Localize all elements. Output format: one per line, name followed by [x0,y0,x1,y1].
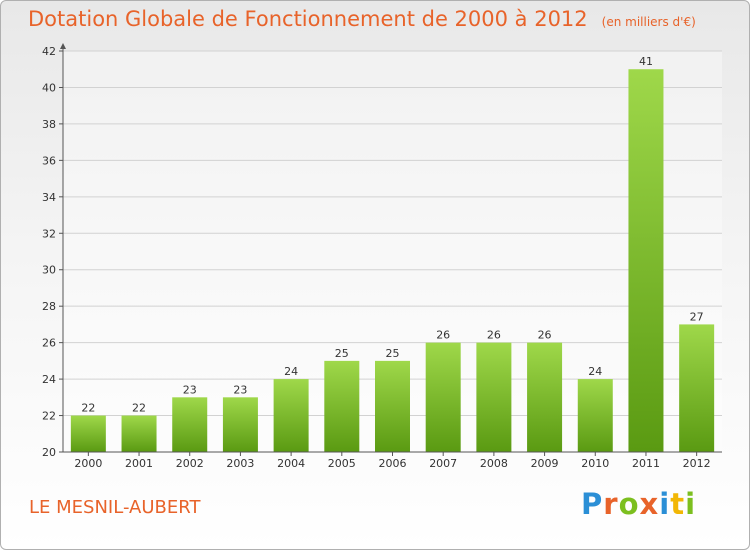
bar-value-label: 22 [132,402,146,415]
x-tick-label: 2012 [683,457,711,470]
y-tick-label: 20 [42,446,56,459]
y-tick-label: 26 [42,337,56,350]
bar [679,324,715,452]
y-tick-label: 38 [42,118,56,131]
bars: 22 22 23 23 24 25 25 26 26 26 24 41 27 [70,55,715,453]
x-tick-label: 2009 [531,457,559,470]
title-text: Dotation Globale de Fonctionnement de 20… [28,7,588,31]
x-tick-label: 2000 [74,457,102,470]
x-tick-label: 2005 [328,457,356,470]
y-tick-label: 40 [42,81,56,94]
bar-value-label: 24 [588,365,602,378]
y-tick-label: 30 [42,264,56,277]
y-axis-arrow [60,43,66,49]
bar-value-label: 25 [335,347,349,360]
bar [375,360,410,452]
bar-value-label: 26 [436,329,450,342]
bar-value-label: 41 [639,55,653,68]
bar [628,69,664,453]
bar-value-label: 27 [690,310,704,323]
bar-value-label: 23 [233,383,247,396]
y-tick-label: 34 [42,191,56,204]
x-tick-label: 2002 [176,457,204,470]
unit-label: (en milliers d'€) [601,15,696,29]
bar-value-label: 25 [386,347,400,360]
bar-value-label: 26 [538,329,552,342]
bar [172,397,208,452]
y-tick-label: 24 [42,373,56,386]
y-tick-label: 28 [42,300,56,313]
bar-value-label: 26 [487,329,501,342]
bar [273,379,309,452]
bar [222,397,258,452]
x-tick-label: 2010 [581,457,609,470]
commune-name: LE MESNIL-AUBERT [29,497,201,518]
x-tick-label: 2007 [429,457,457,470]
chart-title: Dotation Globale de Fonctionnement de 20… [28,7,696,31]
x-tick-label: 2006 [379,457,407,470]
bar-value-label: 24 [284,365,298,378]
bar [577,379,613,452]
y-tick-label: 22 [42,410,56,423]
y-tick-label: 42 [42,45,56,58]
x-tick-label: 2004 [277,457,305,470]
bar [527,342,563,452]
x-tick-label: 2011 [632,457,660,470]
bar [324,360,360,452]
x-tick-label: 2001 [125,457,153,470]
proxiti-logo: Proxiti [581,487,697,521]
bar-value-label: 22 [81,402,95,415]
bar-value-label: 23 [183,383,197,396]
bar [70,415,106,452]
bar [121,415,157,452]
y-tick-label: 36 [42,154,56,167]
x-tick-label: 2003 [226,457,254,470]
x-tick-label: 2008 [480,457,508,470]
axes: 20 22 24 26 28 30 32 34 36 38 40 42 2000 2001 2002 2003… [42,43,722,470]
bar [476,342,512,452]
bar [425,342,461,452]
y-tick-label: 32 [42,227,56,240]
